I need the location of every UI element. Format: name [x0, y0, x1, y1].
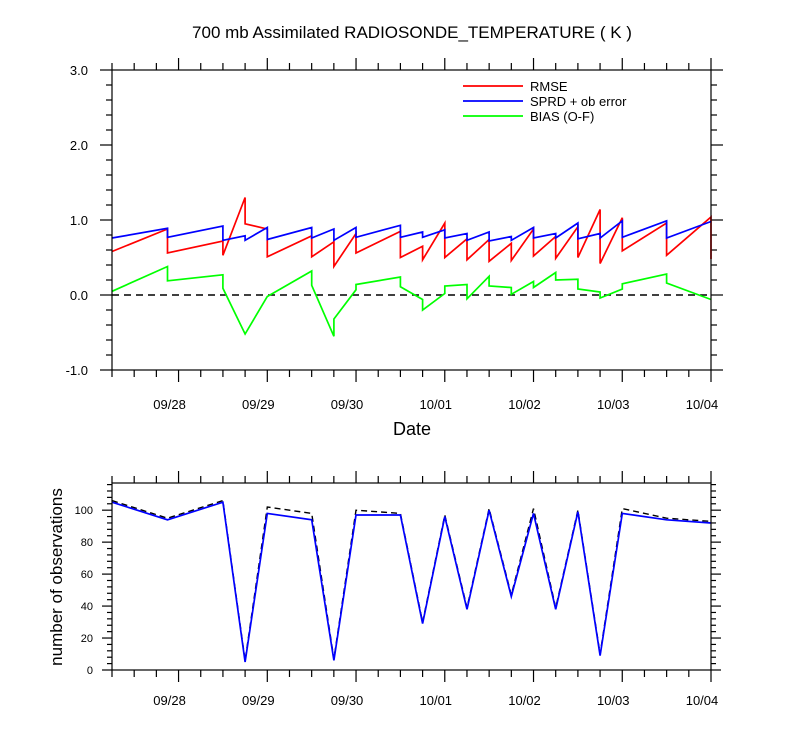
x-tick-label: 09/29	[242, 693, 275, 708]
x-tick-label: 10/01	[420, 693, 453, 708]
x-tick-label: 09/29	[242, 397, 275, 412]
bottom-y-tick-labels: 0 20 40 60 80 100	[75, 505, 93, 677]
legend-label-sprd: SPRD + ob error	[530, 94, 627, 109]
legend-label-rmse: RMSE	[530, 79, 568, 94]
top-x-tick-labels: 09/28 09/29 09/30 10/01 10/02 10/03 10/04	[153, 397, 718, 412]
x-tick-label: 10/03	[597, 693, 630, 708]
top-panel-ticks	[100, 58, 723, 382]
y-tick-label: 2.0	[70, 138, 88, 153]
top-x-axis-label: Date	[393, 419, 431, 439]
y-tick-label: 3.0	[70, 63, 88, 78]
y-tick-label: -1.0	[66, 363, 88, 378]
top-y-tick-labels: -1.0 0.0 1.0 2.0 3.0	[66, 63, 88, 378]
x-tick-label: 10/04	[686, 397, 719, 412]
sprd-line	[111, 219, 712, 243]
y-tick-label: 20	[81, 633, 93, 645]
y-tick-label: 80	[81, 537, 93, 549]
bottom-panel-ticks	[102, 471, 721, 682]
y-tick-label: 40	[81, 601, 93, 613]
bias-line	[111, 265, 712, 337]
bottom-x-tick-labels: 09/28 09/29 09/30 10/01 10/02 10/03 10/04	[153, 693, 718, 708]
top-plot-frame	[111, 69, 712, 371]
y-tick-label: 60	[81, 569, 93, 581]
bottom-series-group	[111, 499, 712, 663]
bottom-y-axis-label: number of observations	[47, 488, 66, 666]
x-tick-label: 09/30	[331, 397, 364, 412]
x-tick-label: 10/02	[508, 397, 541, 412]
x-tick-label: 09/30	[331, 693, 364, 708]
obs-count-solid-line	[111, 501, 712, 663]
x-tick-label: 09/28	[153, 693, 186, 708]
x-tick-label: 10/04	[686, 693, 719, 708]
y-tick-label: 100	[75, 505, 93, 517]
y-tick-label: 0	[87, 665, 93, 677]
y-tick-label: 1.0	[70, 213, 88, 228]
y-tick-label: 0.0	[70, 288, 88, 303]
legend-label-bias: BIAS (O-F)	[530, 109, 594, 124]
bottom-plot-frame	[111, 482, 712, 671]
rmse-line	[111, 197, 712, 270]
x-tick-label: 10/02	[508, 693, 541, 708]
chart-title: 700 mb Assimilated RADIOSONDE_TEMPERATUR…	[192, 23, 632, 42]
top-series-group	[111, 197, 712, 337]
x-tick-label: 09/28	[153, 397, 186, 412]
x-tick-label: 10/01	[420, 397, 453, 412]
x-tick-label: 10/03	[597, 397, 630, 412]
